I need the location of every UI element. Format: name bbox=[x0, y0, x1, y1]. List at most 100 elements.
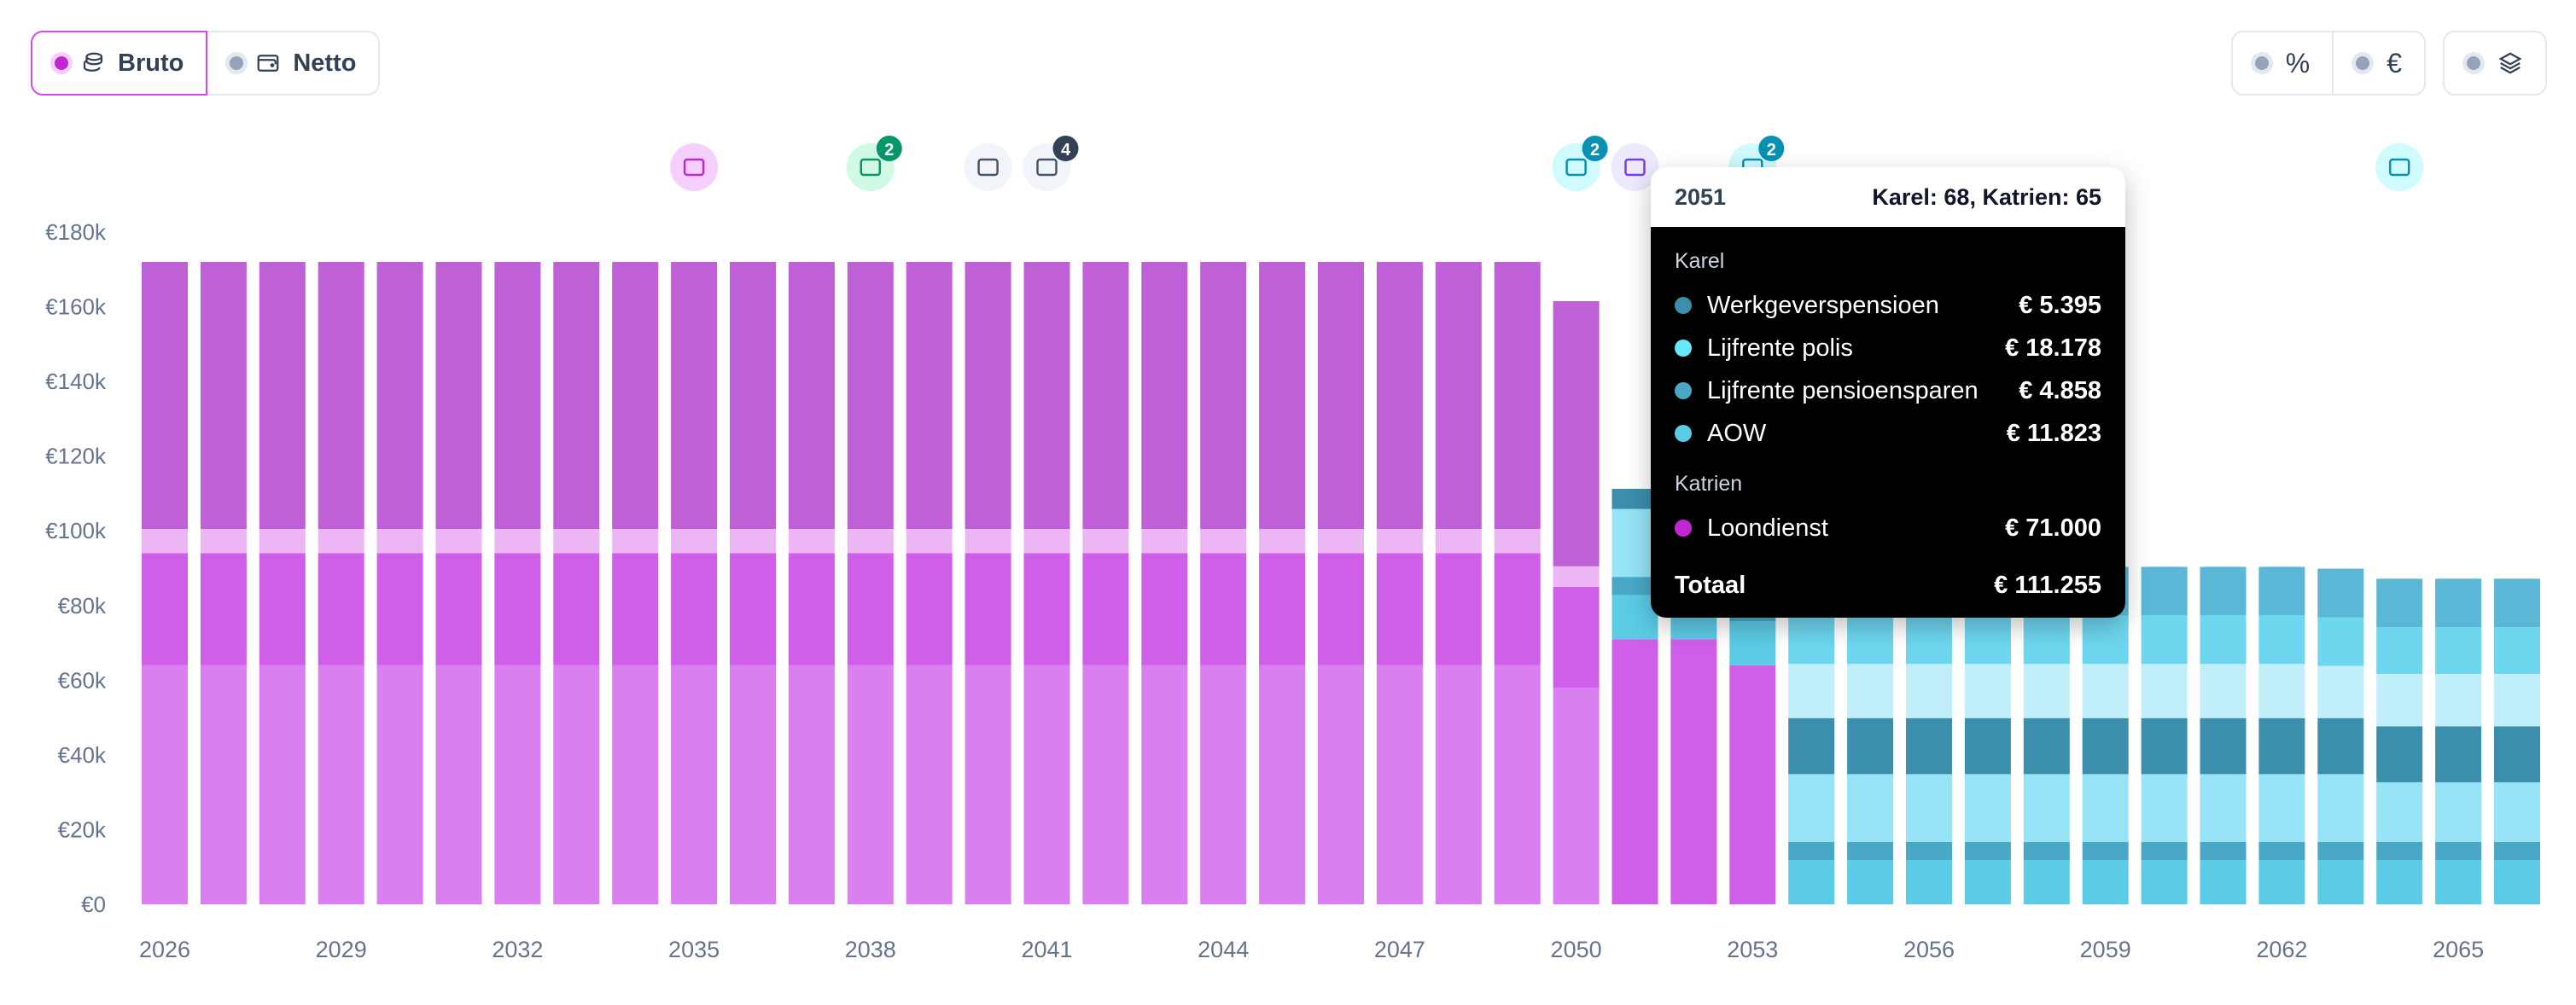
tooltip-header: 2051 Karel: 68, Katrien: 65 bbox=[1651, 167, 2125, 227]
x-tick-label: 2038 bbox=[845, 937, 896, 962]
bar-segment bbox=[1553, 586, 1600, 688]
x-tick-label: 2032 bbox=[492, 937, 543, 962]
badge-count-label: 2 bbox=[884, 141, 894, 160]
bar-cap bbox=[906, 262, 953, 275]
bar-segment bbox=[1376, 529, 1423, 554]
percent-button[interactable]: % bbox=[2230, 31, 2334, 96]
bruto-netto-toggle: Bruto Netto bbox=[31, 31, 381, 96]
tooltip-year: 2051 bbox=[1675, 183, 1727, 210]
y-tick-label: €140k bbox=[45, 369, 107, 394]
badge-count bbox=[1052, 136, 1079, 161]
bar-segment bbox=[494, 553, 541, 665]
bar-segment bbox=[1788, 664, 1835, 718]
bar-segment bbox=[1141, 665, 1188, 904]
badge-count-label: 2 bbox=[1590, 141, 1600, 160]
bar-segment bbox=[1847, 717, 1894, 775]
bar-segment bbox=[2200, 860, 2247, 904]
bar-segment bbox=[730, 529, 776, 554]
bar-segment bbox=[200, 665, 247, 904]
beach-chair-icon bbox=[2375, 143, 2424, 191]
bar-segment bbox=[671, 665, 718, 904]
y-tick-label: €180k bbox=[45, 219, 107, 245]
bar-segment bbox=[2023, 860, 2070, 904]
bar-segment bbox=[671, 529, 718, 554]
percent-icon: % bbox=[2285, 47, 2311, 78]
y-tick-label: €80k bbox=[58, 593, 107, 619]
tooltip-row-label: AOW bbox=[1707, 419, 1767, 447]
bar-segment bbox=[142, 529, 188, 554]
bar-segment bbox=[1964, 615, 2011, 665]
bar-segment bbox=[1082, 529, 1129, 554]
bar-segment bbox=[1023, 665, 1070, 904]
y-tick-label: €160k bbox=[45, 294, 107, 320]
bar-cap bbox=[730, 262, 776, 275]
bar-segment bbox=[435, 553, 482, 665]
bar-segment bbox=[200, 529, 247, 554]
beach-chair-icon-glyph bbox=[1565, 158, 1587, 177]
tooltip-row-label: Loondienst bbox=[1707, 514, 1828, 542]
bar-segment bbox=[259, 529, 306, 554]
coins-icon bbox=[83, 52, 103, 72]
bar-segment bbox=[1964, 774, 2011, 842]
bar-segment bbox=[142, 262, 188, 530]
layers-button[interactable] bbox=[2443, 31, 2547, 96]
bar-segment bbox=[1435, 665, 1482, 904]
bar-cap bbox=[1141, 262, 1188, 275]
netto-tab[interactable]: Netto bbox=[207, 31, 381, 96]
euro-icon: € bbox=[2387, 47, 2402, 78]
bar-segment bbox=[1729, 621, 1776, 665]
bar-segment bbox=[1964, 860, 2011, 904]
bar-segment bbox=[847, 665, 894, 904]
bar-segment bbox=[2376, 627, 2423, 674]
bar-segment bbox=[788, 553, 835, 665]
tooltip-row: Lijfrente pensioensparen € 4.858 bbox=[1675, 369, 2101, 412]
bar-segment bbox=[259, 262, 306, 530]
tooltip-row-value: € 4.858 bbox=[2019, 376, 2101, 404]
view-tools: % € bbox=[2230, 31, 2547, 96]
bar-segment bbox=[1788, 717, 1835, 775]
bar-segment bbox=[1847, 615, 1894, 665]
bar-segment bbox=[906, 262, 953, 530]
legend-swatch bbox=[1675, 382, 1692, 399]
tooltip-row-value: € 11.823 bbox=[2006, 419, 2101, 447]
bar-segment bbox=[1847, 774, 1894, 842]
bar-segment bbox=[1082, 262, 1129, 530]
bar-cap bbox=[1259, 262, 1306, 275]
bar-segment bbox=[1553, 688, 1600, 904]
bar-segment bbox=[1611, 595, 1658, 640]
bar-segment bbox=[1259, 553, 1306, 665]
bar-cap bbox=[1318, 262, 1364, 275]
bar-segment bbox=[2494, 860, 2540, 904]
tooltip-row: AOW € 11.823 bbox=[1675, 412, 2101, 455]
x-tick-label: 2047 bbox=[1374, 937, 1425, 962]
y-tick-label: €0 bbox=[81, 892, 106, 917]
bar-cap bbox=[1082, 262, 1129, 275]
bar-segment bbox=[1200, 665, 1247, 904]
bar-cap bbox=[435, 262, 482, 275]
bar-segment bbox=[2082, 664, 2129, 718]
bar-segment bbox=[1964, 841, 2011, 861]
badge-count-label: 2 bbox=[1767, 141, 1776, 160]
bar-segment bbox=[1494, 529, 1541, 554]
bar-segment bbox=[2023, 664, 2070, 718]
bar-cap bbox=[376, 262, 423, 275]
bar-segment bbox=[847, 553, 894, 665]
radio-dot-icon bbox=[55, 56, 68, 70]
bar-segment bbox=[2376, 781, 2423, 842]
bar-segment bbox=[200, 553, 247, 665]
bar-cap bbox=[671, 262, 718, 275]
bar-segment bbox=[1788, 615, 1835, 665]
bar-segment bbox=[1611, 639, 1658, 904]
bar-segment bbox=[2317, 717, 2364, 775]
bar-cap bbox=[553, 262, 600, 275]
tooltip-total: Totaal € 111.255 bbox=[1675, 572, 2101, 600]
bar-segment bbox=[435, 665, 482, 904]
bruto-tab[interactable]: Bruto bbox=[31, 31, 208, 96]
bar-segment bbox=[847, 529, 894, 554]
bar-segment bbox=[1141, 262, 1188, 530]
bar-cap bbox=[2200, 566, 2247, 579]
euro-button[interactable]: € bbox=[2334, 31, 2426, 96]
family-icon bbox=[964, 143, 1012, 191]
bar-segment bbox=[1906, 717, 1952, 775]
bar-segment bbox=[1082, 665, 1129, 904]
